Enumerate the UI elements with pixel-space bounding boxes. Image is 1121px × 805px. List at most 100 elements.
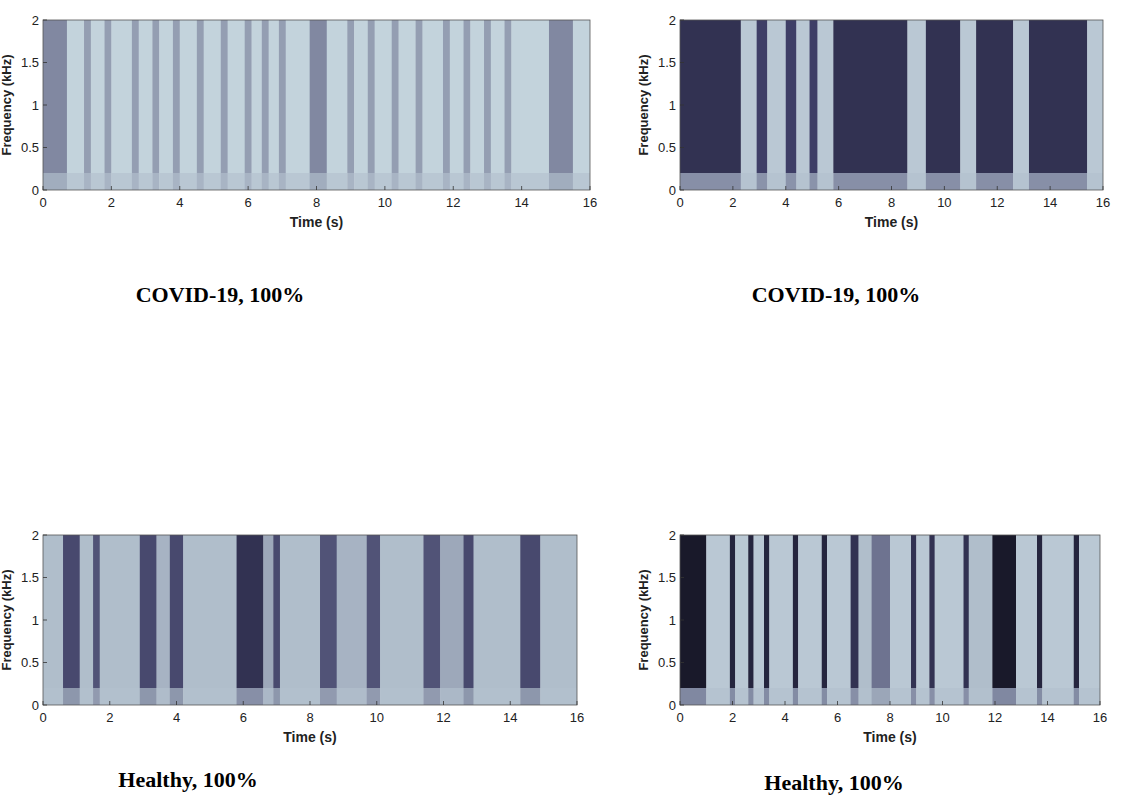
band-low	[796, 173, 810, 190]
band-low	[484, 173, 491, 190]
y-axis-title: Frequency (kHz)	[0, 54, 14, 155]
band	[132, 20, 139, 173]
band-low	[969, 688, 993, 705]
band-low	[310, 173, 327, 190]
band-low	[851, 688, 859, 705]
band-low	[741, 173, 757, 190]
x-tick	[838, 186, 839, 190]
band	[511, 20, 549, 173]
band-low	[1016, 688, 1037, 705]
band	[392, 20, 399, 173]
x-tick	[521, 186, 522, 190]
band	[140, 535, 157, 688]
frame	[680, 20, 1103, 190]
band-low	[84, 173, 91, 190]
band-low	[769, 688, 793, 705]
band	[262, 20, 269, 173]
x-tick	[248, 186, 249, 190]
y-tick-label: 1	[32, 613, 39, 628]
band-low	[1029, 173, 1088, 190]
band	[735, 535, 749, 688]
y-tick-label: 0	[32, 698, 39, 713]
x-tick-label: 2	[106, 710, 113, 725]
band-low	[1013, 173, 1029, 190]
band-low	[67, 173, 84, 190]
band-low	[540, 688, 577, 705]
band-low	[286, 173, 310, 190]
x-tick	[785, 186, 786, 190]
frame	[43, 20, 590, 190]
x-tick-label: 16	[1096, 195, 1110, 210]
band	[380, 535, 424, 688]
band-low	[1074, 688, 1080, 705]
band	[916, 535, 930, 688]
y-tick-label: 0	[32, 183, 39, 198]
x-tick-label: 8	[886, 710, 893, 725]
band	[769, 535, 793, 688]
x-tick-label: 4	[781, 710, 788, 725]
band	[152, 20, 159, 173]
x-tick-label: 0	[39, 195, 46, 210]
band-low	[443, 173, 450, 190]
x-tick-label: 12	[988, 710, 1002, 725]
x-tick-label: 0	[39, 710, 46, 725]
band	[320, 535, 337, 688]
x-tick	[944, 186, 945, 190]
band-low	[505, 173, 512, 190]
x-tick-label: 12	[436, 710, 450, 725]
band-low	[43, 688, 63, 705]
band-low	[354, 173, 368, 190]
band	[111, 20, 132, 173]
band	[450, 20, 464, 173]
band-low	[152, 173, 159, 190]
band-low	[464, 173, 471, 190]
x-tick-label: 6	[834, 710, 841, 725]
band	[354, 20, 368, 173]
band-low	[337, 688, 367, 705]
x-tick-label: 14	[1040, 710, 1054, 725]
x-tick-label: 2	[108, 195, 115, 210]
y-tick-label: 0.5	[658, 140, 676, 155]
y-tick-label: 0.5	[658, 655, 676, 670]
band-low	[964, 688, 970, 705]
x-tick	[732, 701, 733, 705]
panel-title: COVID-19, 100%	[136, 282, 305, 307]
band	[470, 20, 484, 173]
band	[310, 20, 327, 173]
band	[327, 20, 348, 173]
band-low	[474, 688, 521, 705]
band-low	[105, 173, 112, 190]
x-tick	[1047, 701, 1048, 705]
band-low	[139, 173, 153, 190]
band-low	[43, 173, 67, 190]
band-low	[347, 173, 354, 190]
band	[204, 20, 221, 173]
band-low	[252, 173, 263, 190]
band-low	[680, 173, 741, 190]
x-tick	[111, 186, 112, 190]
band	[741, 20, 757, 173]
y-axis-title: Frequency (kHz)	[636, 569, 651, 670]
band	[170, 535, 184, 688]
y-tick	[43, 147, 47, 148]
band	[484, 20, 491, 173]
y-axis-title: Frequency (kHz)	[636, 54, 651, 155]
band-low	[368, 173, 375, 190]
y-tick	[680, 535, 684, 536]
x-tick	[376, 701, 377, 705]
band	[337, 535, 367, 688]
y-tick-label: 1	[669, 98, 676, 113]
x-tick	[680, 701, 681, 705]
x-tick-label: 14	[1043, 195, 1057, 210]
band	[786, 20, 797, 173]
band-low	[91, 173, 105, 190]
y-tick	[680, 662, 684, 663]
band	[935, 535, 964, 688]
x-tick	[732, 186, 733, 190]
band-low	[748, 688, 754, 705]
x-tick-label: 16	[570, 710, 584, 725]
band-low	[890, 688, 911, 705]
y-tick	[43, 190, 47, 191]
y-tick	[680, 190, 684, 191]
y-tick	[43, 705, 47, 706]
